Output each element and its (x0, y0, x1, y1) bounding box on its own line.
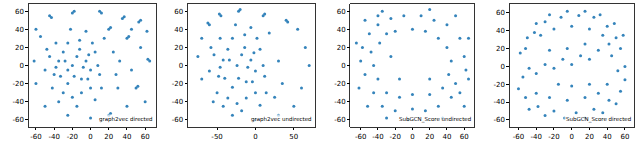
svg-text:20: 20 (337, 44, 346, 52)
svg-text:-60: -60 (13, 116, 24, 124)
svg-text:SubGCN_Score undirected: SubGCN_Score undirected (399, 116, 471, 123)
svg-text:-40: -40 (334, 98, 345, 106)
svg-text:40: 40 (122, 133, 131, 141)
svg-text:-50: -50 (211, 133, 222, 141)
svg-text:60: 60 (174, 8, 183, 16)
svg-text:20: 20 (174, 44, 183, 52)
svg-text:60: 60 (496, 9, 505, 17)
svg-text:-60: -60 (334, 116, 345, 124)
svg-text:-40: -40 (48, 133, 59, 141)
svg-text:graph2vec directed: graph2vec directed (99, 116, 153, 123)
svg-text:0: 0 (179, 62, 183, 70)
svg-text:-40: -40 (13, 98, 24, 106)
svg-text:0: 0 (341, 62, 345, 70)
svg-text:0: 0 (500, 63, 504, 71)
svg-text:20: 20 (104, 133, 113, 141)
svg-text:-40: -40 (531, 133, 542, 141)
svg-text:-40: -40 (172, 98, 183, 106)
svg-text:40: 40 (442, 133, 451, 141)
svg-text:50: 50 (289, 133, 298, 141)
svg-text:60: 60 (141, 133, 150, 141)
svg-text:-60: -60 (172, 116, 183, 124)
svg-text:20: 20 (585, 133, 594, 141)
svg-text:40: 40 (603, 133, 612, 141)
svg-text:-20: -20 (67, 133, 78, 141)
svg-text:-20: -20 (172, 80, 183, 88)
svg-text:-20: -20 (389, 133, 400, 141)
svg-text:60: 60 (337, 8, 346, 16)
svg-text:20: 20 (425, 133, 434, 141)
svg-text:-20: -20 (493, 81, 504, 89)
svg-text:0: 0 (19, 62, 23, 70)
svg-text:60: 60 (620, 133, 629, 141)
svg-text:40: 40 (174, 26, 183, 34)
svg-text:-60: -60 (30, 133, 41, 141)
svg-text:-20: -20 (13, 80, 24, 88)
svg-text:-40: -40 (372, 133, 383, 141)
svg-text:40: 40 (15, 26, 24, 34)
svg-text:-60: -60 (493, 116, 504, 124)
svg-text:-40: -40 (493, 98, 504, 106)
svg-text:-60: -60 (355, 133, 366, 141)
svg-text:60: 60 (460, 133, 469, 141)
svg-text:60: 60 (15, 8, 24, 16)
svg-text:20: 20 (15, 44, 24, 52)
svg-text:-20: -20 (334, 80, 345, 88)
svg-text:SubGCN_Score directed: SubGCN_Score directed (566, 116, 631, 123)
svg-text:0: 0 (88, 133, 92, 141)
svg-text:40: 40 (337, 26, 346, 34)
svg-text:40: 40 (496, 27, 505, 35)
svg-text:-20: -20 (548, 133, 559, 141)
svg-text:20: 20 (496, 45, 505, 53)
svg-text:0: 0 (253, 133, 257, 141)
svg-text:0: 0 (569, 133, 573, 141)
svg-text:graph2vec undirected: graph2vec undirected (251, 116, 312, 123)
svg-text:-60: -60 (513, 133, 524, 141)
svg-text:0: 0 (410, 133, 414, 141)
